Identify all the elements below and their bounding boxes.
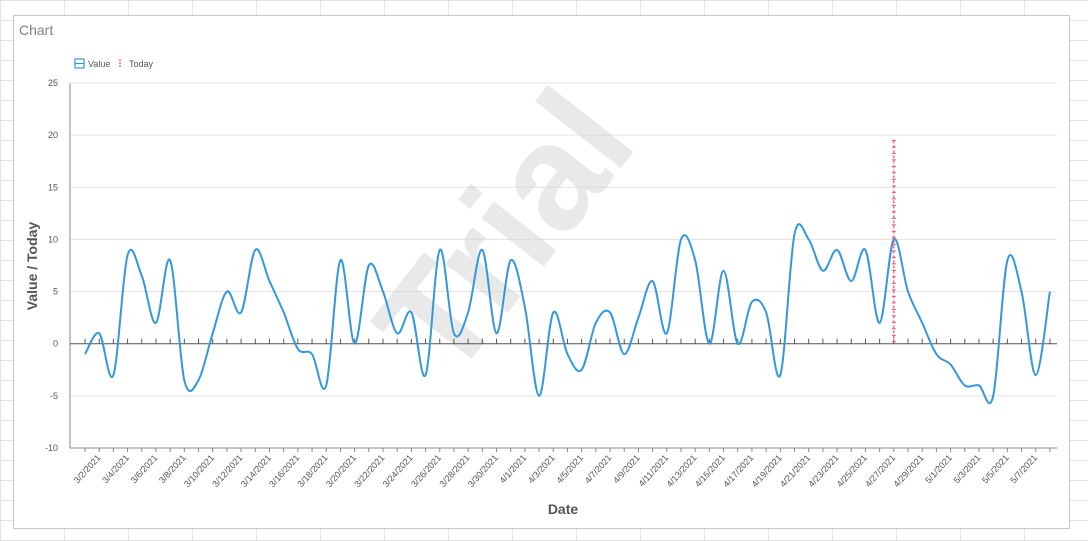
y-tick-label: 5 <box>53 287 58 297</box>
y-tick-label: 0 <box>53 339 58 349</box>
x-tick-label: 4/29/2021 <box>891 453 925 489</box>
chart-panel-title: Chart <box>19 22 54 38</box>
x-tick-label: 5/5/2021 <box>980 453 1011 486</box>
y-tick-label: 15 <box>48 182 58 192</box>
x-tick-label: 3/2/2021 <box>72 453 103 486</box>
x-tick-label: 3/30/2021 <box>466 453 500 489</box>
x-tick-label: 3/4/2021 <box>100 453 131 486</box>
x-tick-label: 4/1/2021 <box>497 453 528 486</box>
x-tick-label: 4/3/2021 <box>526 453 557 486</box>
y-tick-labels: 25 20 15 10 5 0 -5 -10 <box>45 78 58 453</box>
legend: Value Today <box>74 58 154 69</box>
x-tick-label: 5/7/2021 <box>1008 453 1039 486</box>
legend-label-today: Today <box>129 59 154 69</box>
x-tick-label: 3/6/2021 <box>129 453 160 486</box>
x-tick-label: 5/3/2021 <box>952 453 983 486</box>
y-tick-label: 20 <box>48 130 58 140</box>
y-axis-title: Value / Today <box>24 222 40 311</box>
watermark: Trial <box>343 60 665 407</box>
y-tick-label: 25 <box>48 78 58 88</box>
x-tick-label: 4/7/2021 <box>583 453 614 486</box>
x-tick-label: 5/1/2021 <box>923 453 954 486</box>
x-tick-label: 4/5/2021 <box>554 453 585 486</box>
series <box>84 139 1051 405</box>
x-axis-title: Date <box>548 501 579 517</box>
legend-label-value: Value <box>88 59 110 69</box>
y-tick-label: 10 <box>48 234 58 244</box>
y-tick-label: -5 <box>50 391 58 401</box>
y-tick-label: -10 <box>45 443 58 453</box>
series-line-value <box>84 223 1051 405</box>
x-tick-labels: 3/2/20213/4/20213/6/20213/8/20213/10/202… <box>72 453 1039 489</box>
